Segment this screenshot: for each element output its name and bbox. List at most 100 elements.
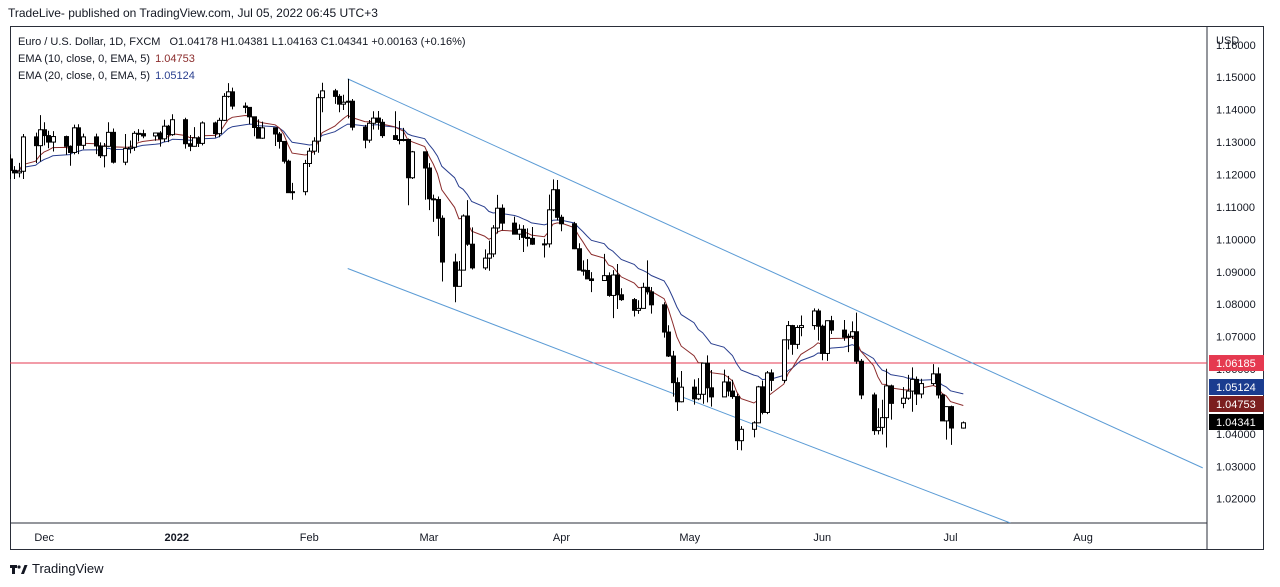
candle-body [183, 119, 188, 145]
candle-body [521, 228, 526, 238]
candle-body [615, 274, 620, 296]
candle-body [106, 131, 111, 147]
candle-body [123, 148, 128, 163]
candle-body [346, 100, 351, 103]
candle-body [371, 117, 376, 124]
candle-body [517, 228, 522, 235]
price-tag-bg [1209, 414, 1264, 430]
candle-body [461, 215, 466, 271]
candle-body [611, 274, 616, 296]
candle-body [273, 127, 278, 135]
candle-body [222, 95, 227, 121]
candle-body [410, 151, 415, 179]
candle-body [649, 291, 654, 306]
candle-body [333, 90, 338, 97]
candle-body [12, 169, 17, 174]
x-tick-label: Apr [553, 532, 570, 544]
candle-body [94, 136, 99, 147]
candle-body [739, 428, 744, 442]
candle-body [312, 140, 317, 152]
candle-body [846, 335, 851, 338]
candle-body [128, 146, 133, 150]
candle-body [555, 189, 560, 218]
candle-body [726, 381, 731, 392]
candle-body [98, 145, 103, 157]
candle-body [213, 122, 218, 135]
candle-body [816, 310, 821, 327]
candle-body [376, 117, 381, 123]
candle-body [675, 382, 680, 403]
candle-body [457, 269, 462, 287]
candle-body [470, 243, 475, 269]
candle-body [188, 143, 193, 147]
candle-body [696, 393, 701, 400]
candle-body [158, 132, 163, 140]
candle-body [602, 275, 607, 282]
hline-price-tag-bg [1209, 355, 1264, 372]
candle-body [341, 101, 346, 105]
candle-body [320, 90, 325, 99]
legend-ema20-value: 1.05124 [155, 70, 195, 82]
candle-body [709, 387, 714, 398]
candle-body [756, 386, 761, 424]
candle-body [196, 137, 201, 144]
candle-body [436, 198, 441, 219]
candle-body [290, 191, 295, 194]
candle-body [786, 325, 791, 341]
legend-ema10-row[interactable]: EMA (10, close, 0, EMA, 5) 1.04753 [18, 51, 466, 68]
plot-area[interactable] [9, 78, 1208, 523]
candle-body [136, 132, 141, 135]
candle-body [662, 304, 667, 333]
candle-body [17, 170, 22, 174]
candle-body [944, 406, 949, 422]
y-tick-label: 1.16000 [1216, 40, 1256, 52]
footer-brand[interactable]: TradingView [10, 561, 104, 576]
candle-body [76, 127, 81, 146]
candle-body [901, 397, 906, 404]
legend-ema10-value: 1.04753 [155, 53, 195, 65]
candle-body [949, 406, 954, 429]
candle-body [68, 145, 73, 153]
candle-body [735, 396, 740, 442]
legend-ema20-label: EMA (20, close, 0, EMA, 5) [18, 70, 151, 82]
candle-body [51, 136, 56, 143]
candle-body [547, 209, 552, 245]
candle-body [790, 325, 795, 345]
candle-body [931, 373, 936, 385]
price-tag-bg [1209, 396, 1264, 412]
price-tag-bg [1209, 379, 1264, 395]
legend-ema20-row[interactable]: EMA (20, close, 0, EMA, 5) 1.05124 [18, 68, 466, 85]
candle-body [641, 286, 646, 309]
candle-body [671, 355, 676, 384]
candle-body [859, 360, 864, 396]
x-tick-label: Jul [943, 532, 957, 544]
x-tick-label: Jun [813, 532, 831, 544]
candle-body [256, 126, 261, 139]
candle-body [217, 119, 222, 135]
legend-ohlc: O1.04178 H1.04381 L1.04163 C1.04341 +0.0… [169, 36, 466, 48]
candle-body [730, 390, 735, 398]
candle-body [910, 378, 915, 392]
y-tick-label: 1.15000 [1216, 72, 1256, 84]
candle-body [919, 383, 924, 395]
candle-body [10, 158, 13, 171]
candle-body [607, 275, 612, 296]
candle-body [427, 167, 432, 200]
candle-body [812, 310, 817, 327]
x-tick-label: May [679, 532, 700, 544]
candle-body [559, 216, 564, 225]
price-tag-label: 1.04341 [1216, 417, 1256, 429]
candle-body [72, 127, 77, 153]
candle-body [483, 257, 488, 269]
candle-body [431, 198, 436, 201]
candle-body [162, 125, 167, 140]
publish-header: TradeLive- published on TradingView.com,… [8, 6, 378, 20]
candle-body [829, 320, 834, 331]
y-tick-label: 1.03000 [1216, 461, 1256, 473]
candle-body [585, 269, 590, 280]
candle-body [64, 136, 69, 147]
candle-body [850, 331, 855, 337]
candle-body [854, 331, 859, 362]
candle-body [132, 132, 137, 148]
